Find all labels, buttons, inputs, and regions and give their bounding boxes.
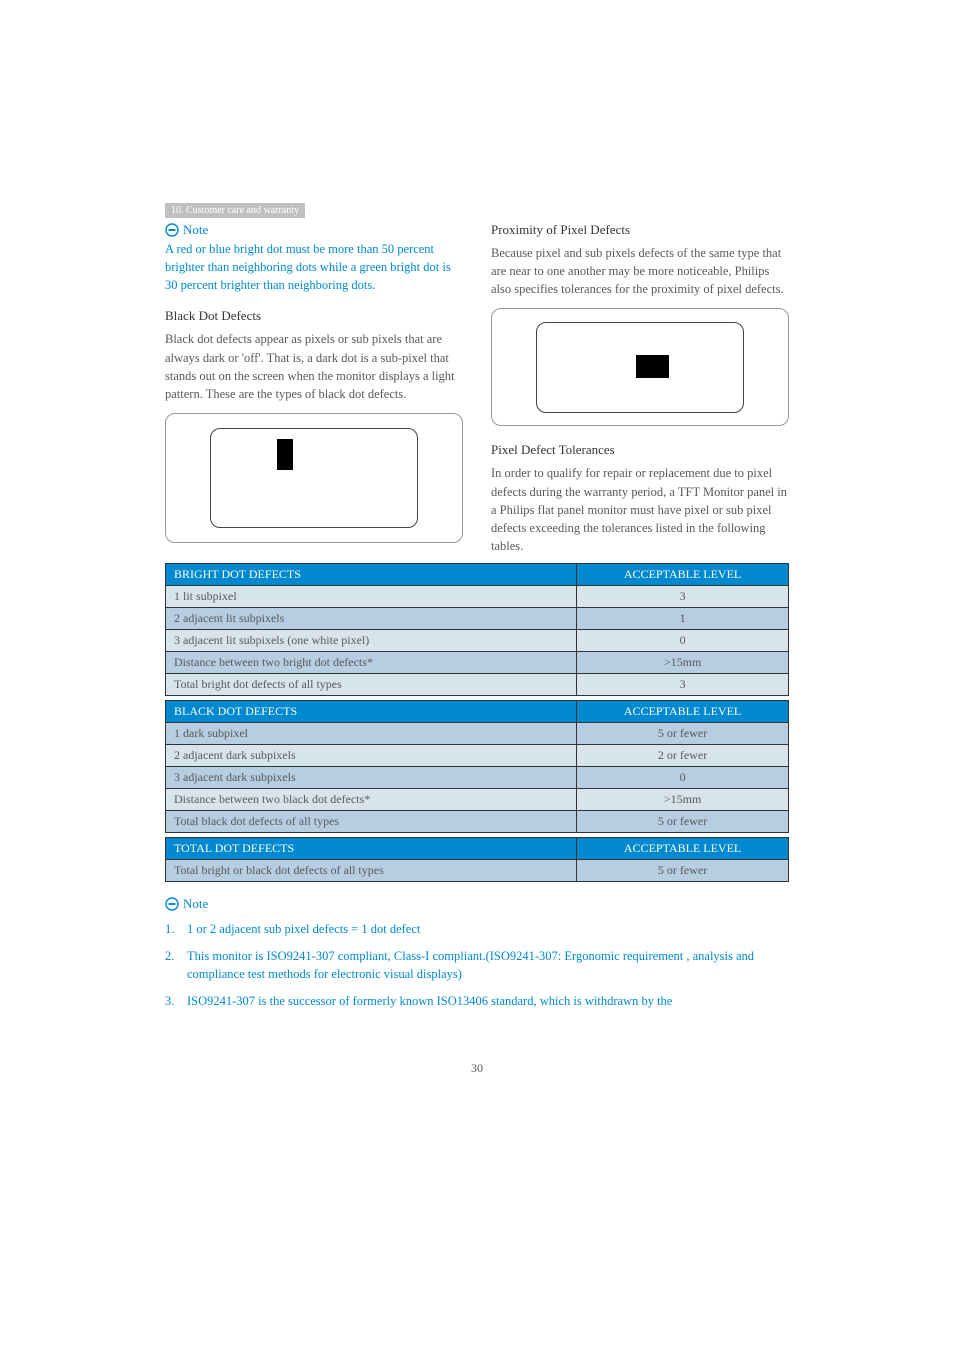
proximity-heading: Proximity of Pixel Defects: [491, 222, 789, 238]
footer-note-label: Note: [183, 896, 208, 912]
table-cell: 3: [577, 585, 789, 607]
footer-note-header: Note: [165, 896, 789, 912]
table-cell: 2 adjacent lit subpixels: [166, 607, 577, 629]
table-cell: Total bright dot defects of all types: [166, 673, 577, 695]
table-cell: 3 adjacent dark subpixels: [166, 766, 577, 788]
table-total-dot: TOTAL DOT DEFECTS ACCEPTABLE LEVEL Total…: [165, 837, 789, 882]
tolerances-body: In order to qualify for repair or replac…: [491, 464, 789, 555]
table-cell: Total black dot defects of all types: [166, 810, 577, 832]
table-cell: 0: [577, 629, 789, 651]
table-cell: 3: [577, 673, 789, 695]
note-icon: [165, 223, 179, 237]
table-cell: 5 or fewer: [577, 810, 789, 832]
table-cell: 5 or fewer: [577, 859, 789, 881]
black-dot-body: Black dot defects appear as pixels or su…: [165, 330, 463, 403]
page-number: 30: [165, 1061, 789, 1076]
table-cell: 2 or fewer: [577, 744, 789, 766]
note-label: Note: [183, 222, 208, 238]
table-cell: >15mm: [577, 788, 789, 810]
footer-note-item: 3.ISO9241-307 is the successor of former…: [165, 992, 789, 1011]
section-tag: 10. Customer care and warranty: [165, 203, 305, 218]
th-bright-level: ACCEPTABLE LEVEL: [577, 563, 789, 585]
right-column: Proximity of Pixel Defects Because pixel…: [491, 222, 789, 559]
table-cell: 2 adjacent dark subpixels: [166, 744, 577, 766]
table-cell: Distance between two black dot defects*: [166, 788, 577, 810]
table-cell: 1 dark subpixel: [166, 722, 577, 744]
th-black-defects: BLACK DOT DEFECTS: [166, 700, 577, 722]
footer-note-item: 1.1 or 2 adjacent sub pixel defects = 1 …: [165, 920, 789, 939]
table-cell: 1 lit subpixel: [166, 585, 577, 607]
th-total-defects: TOTAL DOT DEFECTS: [166, 837, 577, 859]
two-column-layout: Note A red or blue bright dot must be mo…: [165, 222, 789, 559]
tolerances-heading: Pixel Defect Tolerances: [491, 442, 789, 458]
th-black-level: ACCEPTABLE LEVEL: [577, 700, 789, 722]
note-text: A red or blue bright dot must be more th…: [165, 240, 463, 294]
table-cell: 3 adjacent lit subpixels (one white pixe…: [166, 629, 577, 651]
diagram-proximity: [491, 308, 789, 426]
footer-note-list: 1.1 or 2 adjacent sub pixel defects = 1 …: [165, 920, 789, 1011]
table-bright-dot: BRIGHT DOT DEFECTS ACCEPTABLE LEVEL 1 li…: [165, 563, 789, 696]
proximity-body: Because pixel and sub pixels defects of …: [491, 244, 789, 298]
th-bright-defects: BRIGHT DOT DEFECTS: [166, 563, 577, 585]
table-cell: >15mm: [577, 651, 789, 673]
table-black-dot: BLACK DOT DEFECTS ACCEPTABLE LEVEL 1 dar…: [165, 700, 789, 833]
table-cell: 0: [577, 766, 789, 788]
note-header: Note: [165, 222, 463, 238]
table-cell: 1: [577, 607, 789, 629]
note-icon: [165, 897, 179, 911]
th-total-level: ACCEPTABLE LEVEL: [577, 837, 789, 859]
black-dot-heading: Black Dot Defects: [165, 308, 463, 324]
left-column: Note A red or blue bright dot must be mo…: [165, 222, 463, 559]
table-cell: Total bright or black dot defects of all…: [166, 859, 577, 881]
table-cell: Distance between two bright dot defects*: [166, 651, 577, 673]
footer-note-item: 2.This monitor is ISO9241-307 compliant,…: [165, 947, 789, 985]
diagram-black-dot: [165, 413, 463, 543]
table-cell: 5 or fewer: [577, 722, 789, 744]
